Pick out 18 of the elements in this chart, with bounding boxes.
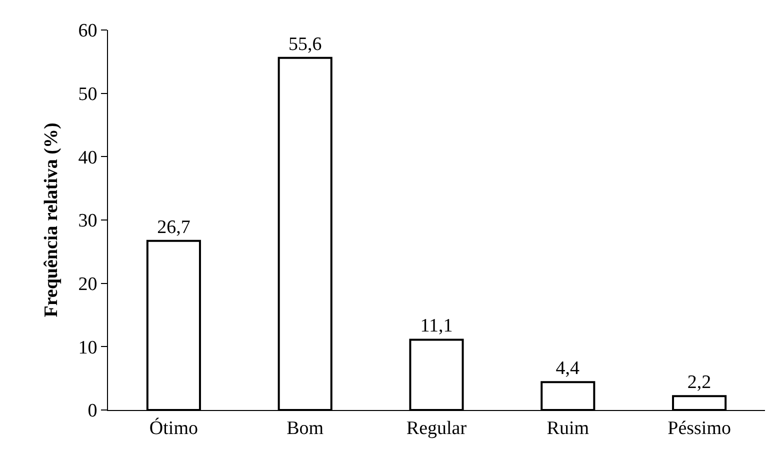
y-tick-label: 20 <box>78 274 98 295</box>
y-tick-label: 50 <box>78 84 98 105</box>
data-label: 11,1 <box>420 316 453 337</box>
x-tick-label: Regular <box>406 418 468 439</box>
x-tick-label: Péssimo <box>668 418 731 439</box>
y-axis-title: Frequência relativa (%) <box>41 122 62 318</box>
x-tick-label: Bom <box>286 418 324 439</box>
data-label: 55,6 <box>288 34 322 55</box>
y-tick-label: 40 <box>78 147 98 168</box>
data-label: 4,4 <box>556 358 580 380</box>
y-tick-label: 60 <box>78 20 98 42</box>
x-tick-label: Ótimo <box>149 416 198 439</box>
y-tick-label: 0 <box>88 400 98 422</box>
y-tick-label: 30 <box>78 210 98 232</box>
data-label: 26,7 <box>157 216 190 238</box>
data-label: 2,2 <box>687 372 712 394</box>
y-tick-label: 10 <box>78 337 98 358</box>
x-tick-label: Ruim <box>546 418 590 439</box>
